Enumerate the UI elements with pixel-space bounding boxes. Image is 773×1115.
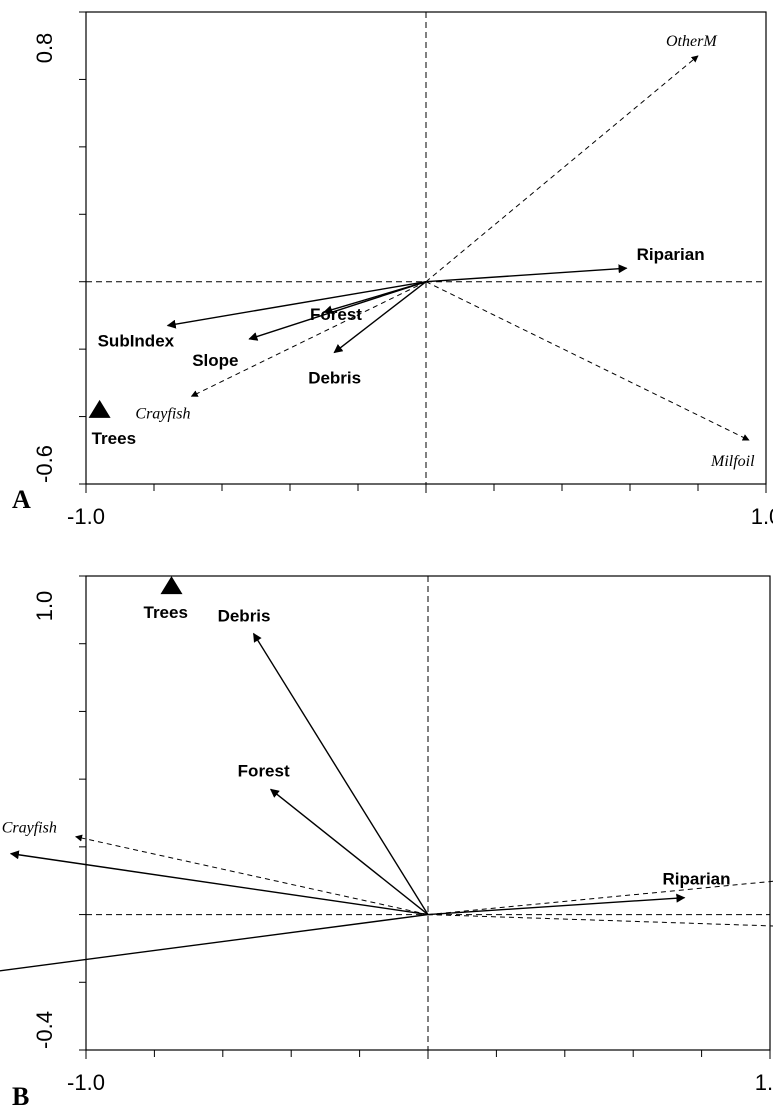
env-arrow-slope-b (9, 850, 429, 916)
species-arrow-crayfish-b (75, 834, 429, 916)
panel-a: -1.0 1.0 -0.6 0.8 A OtherM Milfoil Crayfish Ripa… (12, 11, 773, 529)
species-label-milfoil-a: Milfoil (710, 453, 755, 470)
env-arrow-riparian-b (427, 893, 686, 916)
env-label-debris-a: Debris (308, 369, 361, 388)
centroid-label-trees-b: Trees (144, 603, 188, 622)
x-tick-label-a: -1.0 (67, 504, 105, 529)
centroid-triangle-trees-b (160, 576, 183, 595)
panel-letter-b: B (12, 1082, 29, 1111)
species-arrow-milfoil-a (425, 281, 750, 441)
env-arrow-debris-b (252, 632, 429, 915)
env-arrow-slope-a (248, 281, 427, 341)
env-arrow-riparian-a (425, 264, 628, 283)
panel-letter-a: A (12, 485, 31, 514)
species-arrow-otherm-a (425, 55, 699, 283)
x-tick-label-b: -1.0 (67, 1070, 105, 1095)
env-label-riparian-a: Riparian (637, 245, 705, 264)
centroid-triangle-trees-a (88, 399, 111, 418)
y-tick-label-a: 0.8 (32, 33, 57, 64)
env-arrow-subindex-a (166, 281, 427, 329)
env-arrow-forest-b (269, 788, 429, 916)
y-tick-label-b: 1.0 (32, 591, 57, 622)
env-label-debris-b: Debris (218, 607, 271, 626)
species-arrow-crayfish-a (190, 281, 427, 397)
y-tick-label-b: -0.4 (32, 1011, 57, 1049)
env-label-subindex-a: SubIndex (98, 332, 175, 351)
env-arrow-subindex-b (0, 913, 429, 972)
env-arrow-debris-a (333, 281, 427, 354)
species-label-crayfish-b: Crayfish (2, 820, 57, 837)
env-label-slope-a: Slope (192, 351, 238, 370)
x-tick-label-a: 1.0 (751, 504, 773, 529)
panel-b: -1.01.0-0.41.0BCrayfishMilfoilOtherMDebr… (0, 575, 773, 1111)
y-tick-label-a: -0.6 (32, 445, 57, 483)
species-arrow-otherm-b (427, 914, 773, 927)
env-label-forest-a: Forest (310, 305, 362, 324)
env-arrow-forest-a (323, 281, 427, 315)
species-arrow-milfoil-b (427, 880, 773, 916)
env-label-riparian-b: Riparian (663, 870, 731, 889)
centroid-label-trees-a: Trees (92, 429, 136, 448)
x-tick-label-b: 1.0 (755, 1070, 773, 1095)
env-label-forest-b: Forest (238, 761, 290, 780)
species-label-crayfish-a: Crayfish (135, 405, 190, 422)
species-label-otherm-a: OtherM (666, 33, 718, 50)
